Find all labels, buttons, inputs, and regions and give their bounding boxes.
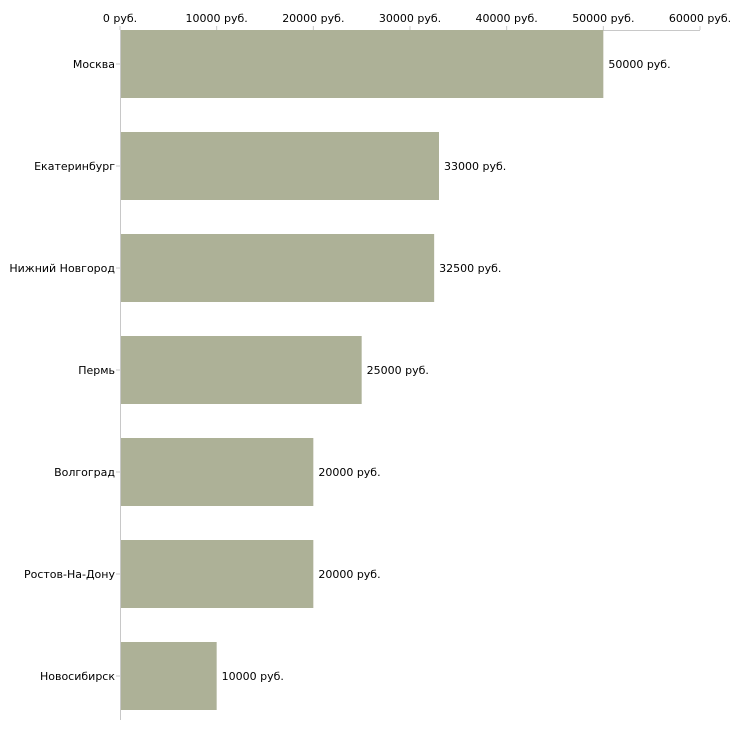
category-label: Волгоград	[54, 466, 115, 479]
value-label: 32500 руб.	[439, 262, 501, 275]
category-label: Пермь	[78, 364, 115, 377]
bar	[121, 642, 217, 710]
bars-layer	[121, 30, 604, 710]
x-tick-label: 60000 руб.	[669, 12, 730, 25]
x-tick-label: 20000 руб.	[282, 12, 344, 25]
value-label: 20000 руб.	[318, 466, 380, 479]
value-label: 33000 руб.	[444, 160, 506, 173]
value-label: 10000 руб.	[222, 670, 284, 683]
bar	[121, 438, 314, 506]
category-label: Ростов-На-Дону	[24, 568, 115, 581]
x-tick-label: 30000 руб.	[379, 12, 441, 25]
bar	[121, 234, 435, 302]
value-label: 25000 руб.	[367, 364, 429, 377]
bar	[121, 30, 604, 98]
value-label: 50000 руб.	[608, 58, 670, 71]
category-label: Новосибирск	[40, 670, 115, 683]
bar	[121, 336, 362, 404]
x-tick-label: 50000 руб.	[572, 12, 634, 25]
category-label: Москва	[73, 58, 115, 71]
category-label: Нижний Новгород	[9, 262, 115, 275]
labels-layer: Москва 50000 руб. Екатеринбург 33000 руб. Ни…	[9, 58, 670, 683]
category-label: Екатеринбург	[34, 160, 115, 173]
x-tick-label: 0 руб.	[103, 12, 137, 25]
bar	[121, 132, 439, 200]
value-label: 20000 руб.	[318, 568, 380, 581]
bar	[121, 540, 314, 608]
axis-layer: 0 руб. 10000 руб. 20000 руб. 30000 руб. 4000…	[103, 12, 730, 720]
x-tick-label: 40000 руб.	[476, 12, 538, 25]
x-tick-label: 10000 руб.	[186, 12, 248, 25]
